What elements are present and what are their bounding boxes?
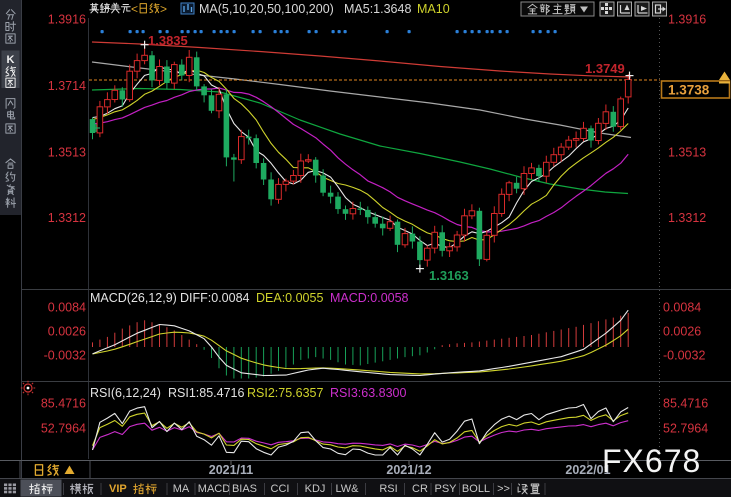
svg-text:K: K bbox=[7, 54, 15, 66]
svg-text:VIP: VIP bbox=[109, 483, 127, 495]
svg-text:0.0026: 0.0026 bbox=[663, 325, 701, 339]
svg-text:2021/12: 2021/12 bbox=[386, 463, 431, 477]
svg-text:2022/01: 2022/01 bbox=[565, 463, 610, 477]
svg-text:0.0026: 0.0026 bbox=[48, 325, 86, 339]
svg-text:85.4716: 85.4716 bbox=[663, 397, 708, 411]
svg-text:RSI(6,12,24): RSI(6,12,24) bbox=[90, 386, 161, 400]
svg-text:RSI: RSI bbox=[379, 483, 397, 495]
svg-text:MA: MA bbox=[173, 483, 190, 495]
svg-text:85.4716: 85.4716 bbox=[41, 397, 86, 411]
svg-text:52.7964: 52.7964 bbox=[41, 422, 86, 436]
svg-text:DEA:0.0055: DEA:0.0055 bbox=[256, 291, 323, 305]
svg-text:1.3916: 1.3916 bbox=[668, 13, 706, 27]
svg-text:0.0084: 0.0084 bbox=[48, 301, 86, 315]
svg-text:BIAS: BIAS bbox=[232, 483, 257, 495]
svg-text:1.3916: 1.3916 bbox=[48, 13, 86, 27]
svg-text:1.3163: 1.3163 bbox=[429, 268, 469, 283]
svg-text:0.0084: 0.0084 bbox=[663, 301, 701, 315]
svg-text:MACD(26,12,9): MACD(26,12,9) bbox=[90, 291, 177, 305]
svg-text:1.3513: 1.3513 bbox=[48, 146, 86, 160]
svg-text:1.3714: 1.3714 bbox=[48, 79, 86, 93]
svg-text:1.3312: 1.3312 bbox=[48, 211, 86, 225]
svg-text:RSI2:75.6357: RSI2:75.6357 bbox=[247, 386, 323, 400]
svg-text:52.7964: 52.7964 bbox=[663, 422, 708, 436]
svg-text:MA(5,10,20,50,100,200): MA(5,10,20,50,100,200) bbox=[199, 2, 334, 16]
svg-text:RSI3:63.8300: RSI3:63.8300 bbox=[330, 386, 406, 400]
svg-text:CR: CR bbox=[412, 483, 428, 495]
svg-text:PSY: PSY bbox=[434, 483, 457, 495]
svg-text:BOLL: BOLL bbox=[462, 483, 490, 495]
svg-text:<: < bbox=[131, 2, 138, 16]
svg-text:-0.0032: -0.0032 bbox=[663, 349, 705, 363]
svg-text:CCI: CCI bbox=[271, 483, 290, 495]
svg-text:1.3835: 1.3835 bbox=[148, 33, 188, 48]
svg-text:1.3513: 1.3513 bbox=[668, 146, 706, 160]
svg-text:>>: >> bbox=[497, 483, 510, 495]
svg-text:-0.0032: -0.0032 bbox=[44, 349, 86, 363]
svg-text:MA10: MA10 bbox=[417, 2, 450, 16]
svg-text:1.3738: 1.3738 bbox=[668, 83, 710, 98]
svg-text:RSI1:85.4716: RSI1:85.4716 bbox=[168, 386, 244, 400]
svg-text:1.3749: 1.3749 bbox=[585, 61, 625, 76]
svg-text:2021/11: 2021/11 bbox=[209, 463, 254, 477]
svg-text:MACD: MACD bbox=[198, 483, 230, 495]
svg-text:FX678: FX678 bbox=[602, 443, 701, 479]
svg-text:DIFF:0.0084: DIFF:0.0084 bbox=[180, 291, 250, 305]
svg-text:1.3312: 1.3312 bbox=[668, 211, 706, 225]
svg-text:>: > bbox=[160, 2, 167, 16]
svg-text:KDJ: KDJ bbox=[305, 483, 326, 495]
svg-text:MACD:0.0058: MACD:0.0058 bbox=[330, 291, 409, 305]
svg-text:MA5:1.3648: MA5:1.3648 bbox=[344, 2, 411, 16]
svg-text:LW&: LW& bbox=[335, 483, 359, 495]
